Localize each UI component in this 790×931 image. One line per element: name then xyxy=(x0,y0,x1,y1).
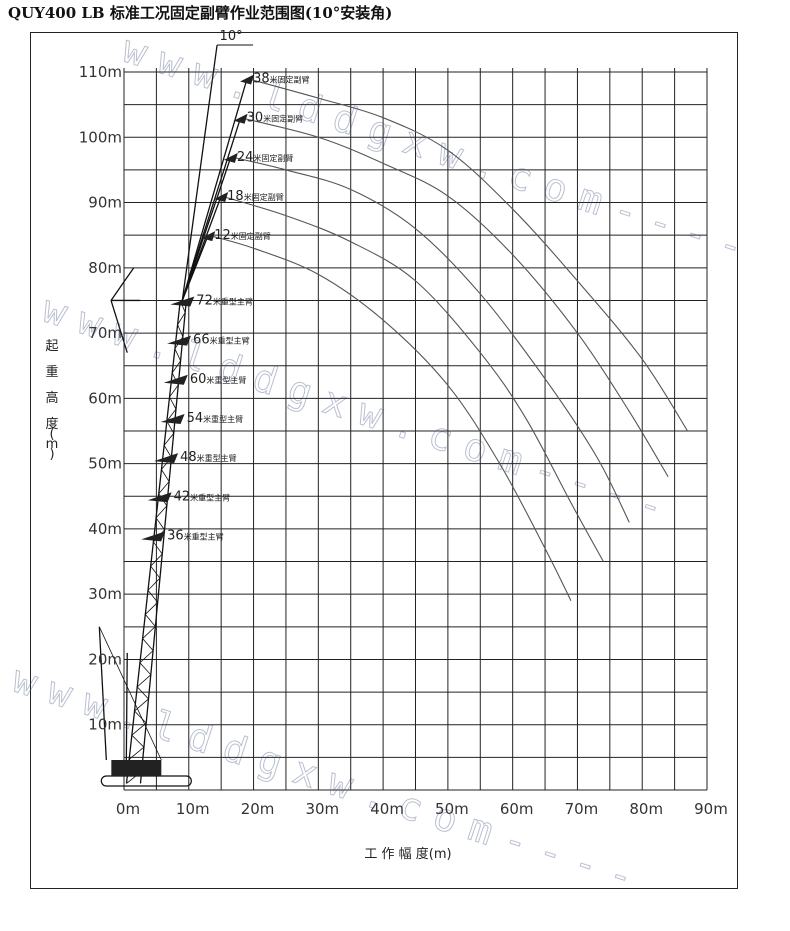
x-tick-label: 40m xyxy=(370,800,404,818)
derrick-stay xyxy=(98,626,162,761)
x-axis-label: 工 作 幅 度(m) xyxy=(364,846,451,862)
jib-label: 12米固定副臂 xyxy=(214,228,271,243)
boom-head-marker xyxy=(170,296,195,307)
jib-head-marker xyxy=(214,192,229,203)
watermark-text: www.lddgxw.com---- xyxy=(7,657,652,904)
x-tick-label: 0m xyxy=(116,800,140,818)
main-boom-label: 60米重型主臂 xyxy=(190,372,247,387)
y-tick-label: 100m xyxy=(79,128,122,146)
y-tick-label: 80m xyxy=(88,259,122,277)
boom-head-marker xyxy=(167,335,192,346)
offset-angle-label: 10° xyxy=(220,29,243,44)
jib-head-marker xyxy=(240,74,255,85)
x-tick-label: 50m xyxy=(435,800,469,818)
grid xyxy=(123,68,708,791)
main-boom-label: 48米重型主臂 xyxy=(180,450,237,465)
boom-labels: 10° 38米固定副臂 30米固定副臂 24米固定副臂 18米固定副臂 12米固定副臂 72… xyxy=(167,29,309,543)
jib-label: 38米固定副臂 xyxy=(253,72,310,87)
x-tick-label: 90m xyxy=(694,800,728,818)
y-tick-label: 20m xyxy=(88,650,122,668)
chart-title: QUY400 LB 标准工况固定副臂作业范围图(10°安装角) xyxy=(8,4,393,22)
range-curve-18 xyxy=(221,195,604,562)
main-boom-label: 36米重型主臂 xyxy=(167,528,224,543)
main-boom-label: 72米重型主臂 xyxy=(196,293,253,308)
chart-frame xyxy=(30,32,738,889)
jib-label: 30米固定副臂 xyxy=(247,111,304,126)
reference-line xyxy=(181,44,218,301)
x-tick-label: 60m xyxy=(500,800,534,818)
backstay-line xyxy=(110,267,135,301)
jib-line xyxy=(181,78,248,301)
y-tick-label: 10m xyxy=(88,716,122,734)
y-tick-label: 60m xyxy=(88,389,122,407)
derrick-mast xyxy=(125,652,128,761)
range-curve-38 xyxy=(246,77,689,432)
range-curves xyxy=(208,77,689,601)
main-boom-label: 66米重型主臂 xyxy=(193,333,250,348)
jib-head-marker xyxy=(233,113,248,124)
y-tick-label: 90m xyxy=(88,194,122,212)
y-tick-label: 30m xyxy=(88,585,122,603)
jib-line xyxy=(181,234,209,301)
boom-head-marker xyxy=(160,413,185,424)
tick-labels: 0m 10m 20m 30m 40m 50m 60m 70m 80m 90m 10m 20m 30m 40… xyxy=(79,63,728,818)
x-tick-label: 30m xyxy=(305,800,339,818)
boom-head-marker xyxy=(141,531,166,542)
axis-labels: 工 作 幅 度(m) 起重高度(m) xyxy=(45,339,451,862)
x-tick-label: 10m xyxy=(176,800,210,818)
x-tick-label: 70m xyxy=(565,800,599,818)
jib-label: 18米固定副臂 xyxy=(227,189,284,204)
y-axis-label: 起重高度(m) xyxy=(45,339,58,462)
crawler-track xyxy=(100,775,192,787)
y-tick-label: 50m xyxy=(88,455,122,473)
x-tick-label: 20m xyxy=(241,800,275,818)
y-tick-label: 70m xyxy=(88,324,122,342)
boom-head-marker xyxy=(163,374,188,385)
boom-head-marker xyxy=(147,492,172,503)
range-curve-12 xyxy=(208,234,572,601)
jib-label: 24米固定副臂 xyxy=(237,150,294,165)
crane-body xyxy=(111,760,162,776)
y-tick-label: 110m xyxy=(79,63,122,81)
x-tick-label: 80m xyxy=(629,800,663,818)
crane-drawing xyxy=(98,44,255,787)
jib-line xyxy=(181,156,232,301)
range-curve-24 xyxy=(230,156,630,523)
y-tick-label: 40m xyxy=(88,520,122,538)
range-curve-30 xyxy=(240,117,669,477)
derrick-mast xyxy=(98,626,107,761)
boom-head-marker xyxy=(154,453,179,464)
main-boom-label: 42米重型主臂 xyxy=(174,489,231,504)
backstay-line xyxy=(110,300,128,353)
main-boom-label: 54米重型主臂 xyxy=(187,411,244,426)
jib-head-marker xyxy=(223,152,238,163)
jib-head-marker xyxy=(201,231,216,242)
